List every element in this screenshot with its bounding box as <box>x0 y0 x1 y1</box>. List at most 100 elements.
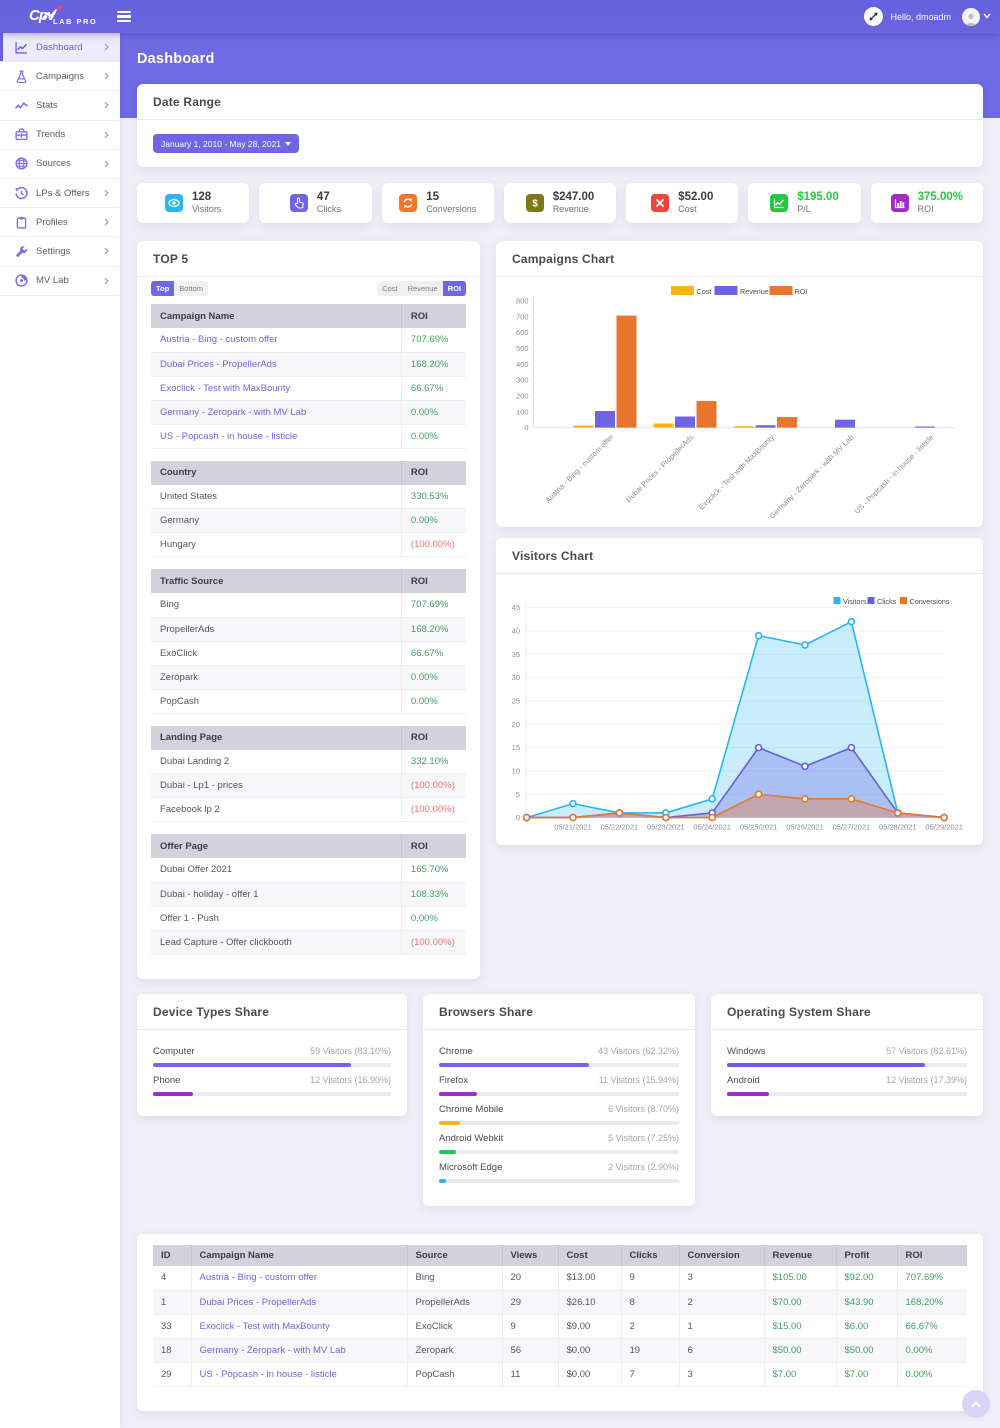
campaign-link[interactable]: Exoclick - Test with MaxBounty <box>191 1314 408 1339</box>
roi-value: 168.20% <box>401 352 466 377</box>
user-avatar[interactable] <box>962 7 980 26</box>
point-conversions[interactable] <box>940 813 949 822</box>
bar-revenue[interactable] <box>595 410 615 428</box>
fullscreen-toggle-button[interactable] <box>864 7 883 26</box>
point-visitors[interactable] <box>847 617 856 626</box>
cell-clicks: 2 <box>621 1314 680 1339</box>
point-conversions[interactable] <box>615 809 624 817</box>
point-conversions[interactable] <box>847 795 856 803</box>
point-conversions[interactable] <box>662 813 670 822</box>
campaign-link[interactable]: Exoclick - Test with MaxBounty <box>151 376 402 401</box>
point-clicks[interactable] <box>847 743 856 752</box>
campaign-link[interactable]: US - Popcash - in house - listicle <box>151 424 402 449</box>
point-clicks[interactable] <box>801 762 809 771</box>
legend-swatch-conversions[interactable] <box>900 597 907 604</box>
sidebar-item-label: Trends <box>36 129 66 141</box>
stat-value: 47 <box>316 191 330 203</box>
point-conversions[interactable] <box>801 795 809 803</box>
legend-swatch-revenue[interactable] <box>714 286 738 295</box>
campaign-link[interactable]: Dubai Prices - PropellerAds <box>191 1290 408 1315</box>
table-row: Germany - Zeropark - with MV Lab 0.00% <box>151 400 466 425</box>
point-conversions[interactable] <box>522 813 531 822</box>
x-axis-label: 05/24/2021 <box>693 823 731 832</box>
point-conversions[interactable] <box>754 790 763 799</box>
logo-script-text: Cpv <box>29 7 55 24</box>
campaign-link[interactable]: Austria - Bing - custom offer <box>191 1266 408 1291</box>
stat-label: Clicks <box>316 204 341 214</box>
button-revenue[interactable]: Revenue <box>402 281 443 296</box>
cell-profit: $7.00 <box>836 1362 898 1387</box>
sidebar-item-mv-lab[interactable]: MV Lab <box>0 266 120 296</box>
bar-roi[interactable] <box>696 400 717 428</box>
campaign-link[interactable]: Austria - Bing - custom offer <box>151 328 402 353</box>
button-roi[interactable]: ROI <box>442 281 466 296</box>
campaign-link[interactable]: Dubai Prices - PropellerAds <box>151 352 402 377</box>
user-menu-chevron-down-icon[interactable] <box>983 13 991 19</box>
column-header: Offer Page <box>151 834 402 858</box>
roi-value: (100.00%) <box>401 930 466 955</box>
point-visitors[interactable] <box>708 795 716 803</box>
bar-revenue[interactable] <box>675 416 695 428</box>
cell-revenue: $15.00 <box>764 1314 837 1339</box>
stat-label: Conversions <box>426 204 477 214</box>
share-row: Chrome Mobile 6 Visitors (8.70%) <box>439 1104 679 1125</box>
sidebar-item-profiles[interactable]: Profiles <box>0 208 120 238</box>
sidebar-item-campaigns[interactable]: Campaigns <box>0 62 120 92</box>
bar-roi[interactable] <box>616 315 637 428</box>
date-range-picker-button[interactable]: January 1, 2010 - May 28, 2021 <box>153 134 300 153</box>
campaign-link[interactable]: US - Popcash - in house - listicle <box>191 1362 408 1387</box>
point-conversions[interactable] <box>708 813 716 822</box>
cpv-lab-pro-logo[interactable]: Cpv LAB PRO <box>25 4 115 30</box>
legend-swatch-cost[interactable] <box>671 286 694 295</box>
column-header: Campaign Name <box>191 1245 408 1266</box>
campaign-link[interactable]: Germany - Zeropark - with MV Lab <box>191 1338 408 1363</box>
bar-cost[interactable] <box>573 425 594 428</box>
cell-source: PropellerAds <box>407 1290 503 1315</box>
bar-revenue[interactable] <box>835 419 855 428</box>
sidebar-item-label: Profiles <box>36 216 68 228</box>
point-conversions[interactable] <box>893 809 902 817</box>
cell-roi: 168.20% <box>897 1290 967 1315</box>
scroll-to-top-button[interactable] <box>962 1390 990 1418</box>
sidebar-item-settings[interactable]: Settings <box>0 237 120 267</box>
sidebar-item-stats[interactable]: Stats <box>0 91 120 121</box>
point-visitors[interactable] <box>754 631 763 640</box>
sidebar-item-trends[interactable]: Trends <box>0 120 120 150</box>
sidebar-item-dashboard[interactable]: Dashboard <box>0 33 120 63</box>
sidebar-item-sources[interactable]: Sources <box>0 149 120 179</box>
stat-value: 15 <box>426 191 439 203</box>
sidebar-toggle-hamburger-icon[interactable] <box>117 11 131 22</box>
point-clicks[interactable] <box>754 743 763 752</box>
stat-text: $195.00 P/L <box>797 191 839 215</box>
legend-swatch-visitors[interactable] <box>833 597 841 604</box>
x-axis-label: Exoclick - Test with MaxBounty <box>697 432 776 511</box>
point-visitors[interactable] <box>569 799 577 808</box>
sidebar-item-lps-offers[interactable]: LPs & Offers <box>0 178 120 209</box>
cell-id: 18 <box>153 1338 192 1363</box>
legend-swatch-clicks[interactable] <box>867 597 875 604</box>
bar-chart-icon <box>890 194 909 212</box>
bar-revenue[interactable] <box>755 425 776 428</box>
campaign-link[interactable]: Germany - Zeropark - with MV Lab <box>151 400 402 425</box>
cell-roi: 0.00% <box>897 1362 967 1387</box>
campaigns-summary-table: ID Campaign Name Source Views Cost Clicks Conv… <box>153 1245 967 1387</box>
point-conversions[interactable] <box>569 813 577 822</box>
bar-revenue[interactable] <box>915 426 935 428</box>
button-bottom[interactable]: Bottom <box>174 281 208 296</box>
point-visitors[interactable] <box>801 641 809 649</box>
table-row: PopCash 0.00% <box>151 689 466 714</box>
share-row: Android Webkit 5 Visitors (7.25%) <box>439 1133 679 1154</box>
button-top[interactable]: Top <box>151 281 175 296</box>
button-cost[interactable]: Cost <box>377 281 403 296</box>
bar-cost[interactable] <box>653 423 674 428</box>
cell-cost: $0.00 <box>558 1338 622 1363</box>
share-value: 11 Visitors (15.94%) <box>598 1075 679 1085</box>
table-row: Bing 707.69% <box>151 593 466 618</box>
cell-revenue: $105.00 <box>764 1266 837 1291</box>
stat-text: 375.00% ROI <box>918 191 963 215</box>
cell-roi: 66.67% <box>897 1314 967 1339</box>
legend-swatch-roi[interactable] <box>769 286 793 295</box>
bar-roi[interactable] <box>777 417 797 428</box>
roi-value: 0.00% <box>401 400 466 425</box>
bar-cost[interactable] <box>734 426 754 428</box>
